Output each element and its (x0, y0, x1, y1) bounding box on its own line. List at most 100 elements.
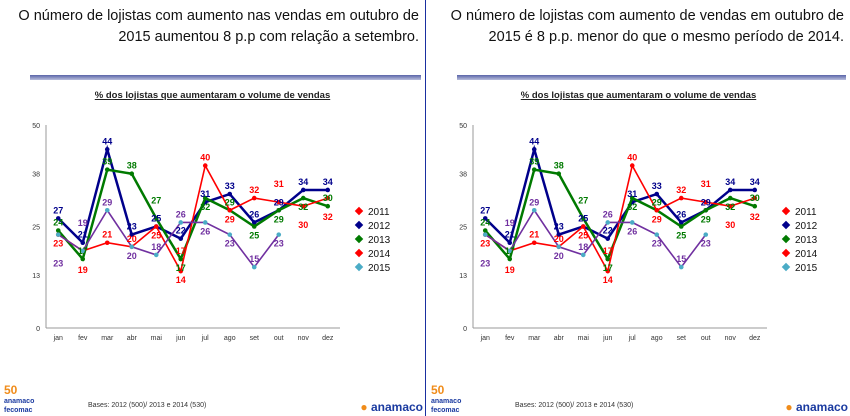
data-label-2012: 34 (750, 177, 760, 187)
data-point-2012 (129, 232, 135, 237)
data-label-2014: 32 (676, 185, 686, 195)
series-line-2014 (57, 163, 329, 274)
x-tick-label: out (274, 335, 284, 342)
data-label-2014: 14 (176, 275, 186, 285)
legend-marker-2014 (354, 248, 364, 258)
data-point-2015 (605, 220, 611, 225)
legend-label-2014: 2014 (795, 249, 818, 260)
data-point-2012 (605, 236, 611, 241)
data-point-2012 (752, 187, 758, 193)
data-point-2013 (80, 256, 86, 262)
data-point-2012 (325, 187, 331, 193)
data-label-2015: 18 (578, 242, 588, 252)
headline: O número de lojistas com aumento nas ven… (18, 8, 419, 45)
data-point-2013 (727, 195, 733, 201)
legend-marker-2011 (354, 206, 364, 216)
legend-marker-2011 (781, 206, 791, 216)
data-point-2015 (629, 220, 635, 225)
x-tick-label: jul (628, 335, 636, 342)
data-point-2014 (531, 240, 537, 246)
data-point-2012 (178, 236, 184, 241)
data-point-2014 (202, 163, 208, 168)
data-point-2013 (251, 224, 257, 229)
x-tick-label: out (701, 335, 711, 342)
x-tick-label: mar (528, 335, 541, 342)
data-point-2013 (678, 224, 684, 229)
data-label-2015: 29 (529, 197, 539, 207)
data-point-2015 (531, 207, 537, 213)
legend-label-2013: 2013 (368, 235, 391, 246)
x-tick-label: fev (78, 335, 88, 342)
data-label-2013: 30 (323, 193, 333, 203)
data-point-2014 (703, 199, 709, 205)
x-tick-label: nov (725, 335, 737, 342)
data-point-2012 (727, 187, 733, 193)
data-label-2013: 29 (225, 197, 235, 207)
data-label-2011: 17 (176, 246, 186, 256)
series-line-2015 (484, 208, 707, 269)
data-point-2013 (605, 256, 611, 262)
data-point-2013 (325, 203, 331, 209)
data-label-2014: 31 (701, 179, 711, 189)
data-point-2013 (104, 167, 110, 172)
legend-marker-2012 (781, 220, 791, 230)
data-point-2012 (482, 216, 488, 221)
anamaco-50-logo: 50 anamaco fecomac (4, 383, 35, 415)
data-label-2012: 33 (652, 181, 662, 191)
data-label-2012: 44 (102, 136, 112, 146)
data-label-2012: 26 (676, 209, 686, 219)
x-tick-label: dez (322, 335, 334, 342)
data-label-2015: 15 (676, 254, 686, 264)
data-label-2013: 27 (151, 195, 161, 205)
x-tick-label: mai (151, 335, 163, 342)
x-tick-label: jan (480, 335, 490, 342)
data-label-2013: 39 (529, 157, 539, 167)
data-label-2014: 30 (298, 220, 308, 230)
data-label-2015: 23 (53, 259, 63, 269)
data-point-2014 (752, 195, 758, 201)
data-label-2012: 44 (529, 136, 539, 146)
x-tick-label: jul (201, 335, 209, 342)
headline: O número de lojistas com aumento de vend… (450, 8, 844, 45)
series-line-2013 (484, 168, 756, 262)
data-point-2012 (507, 240, 513, 246)
data-label-2015: 20 (127, 251, 137, 261)
data-point-2015 (80, 248, 86, 254)
data-label-2014: 29 (652, 214, 662, 224)
data-label-2012: 25 (151, 214, 161, 224)
data-point-2014 (654, 207, 660, 213)
data-label-2014: 40 (200, 153, 210, 163)
data-point-2013 (752, 203, 758, 209)
data-label-2012: 23 (554, 222, 564, 232)
data-point-2015 (202, 220, 208, 225)
series-line-2014 (484, 163, 756, 274)
data-label-2013: 17 (78, 246, 88, 256)
y-tick-label: 38 (32, 172, 40, 179)
data-label-2014: 29 (225, 214, 235, 224)
data-label-2012: 33 (225, 181, 235, 191)
data-label-2013: 38 (127, 161, 137, 171)
data-label-2015: 23 (225, 239, 235, 249)
data-label-2013: 30 (750, 193, 760, 203)
y-tick-label: 13 (459, 273, 467, 280)
data-label-2013: 29 (701, 214, 711, 224)
data-point-2015 (251, 264, 257, 270)
data-label-2012: 22 (603, 226, 613, 236)
data-point-2012 (104, 147, 110, 152)
data-point-2015 (178, 220, 184, 225)
data-label-2012: 34 (323, 177, 333, 187)
data-point-2015 (227, 232, 233, 237)
x-tick-label: jan (53, 335, 63, 342)
data-point-2015 (276, 232, 282, 237)
data-label-2012: 26 (249, 209, 259, 219)
series-line-2013 (57, 168, 329, 262)
data-label-2013: 17 (603, 263, 613, 273)
data-label-2015: 15 (249, 254, 259, 264)
data-point-2013 (629, 195, 635, 201)
data-label-2015: 23 (274, 239, 284, 249)
data-point-2012 (531, 147, 537, 152)
data-label-2015: 23 (480, 259, 490, 269)
data-label-2015: 23 (652, 239, 662, 249)
data-label-2015: 18 (151, 242, 161, 252)
legend-label-2015: 2015 (795, 263, 818, 274)
